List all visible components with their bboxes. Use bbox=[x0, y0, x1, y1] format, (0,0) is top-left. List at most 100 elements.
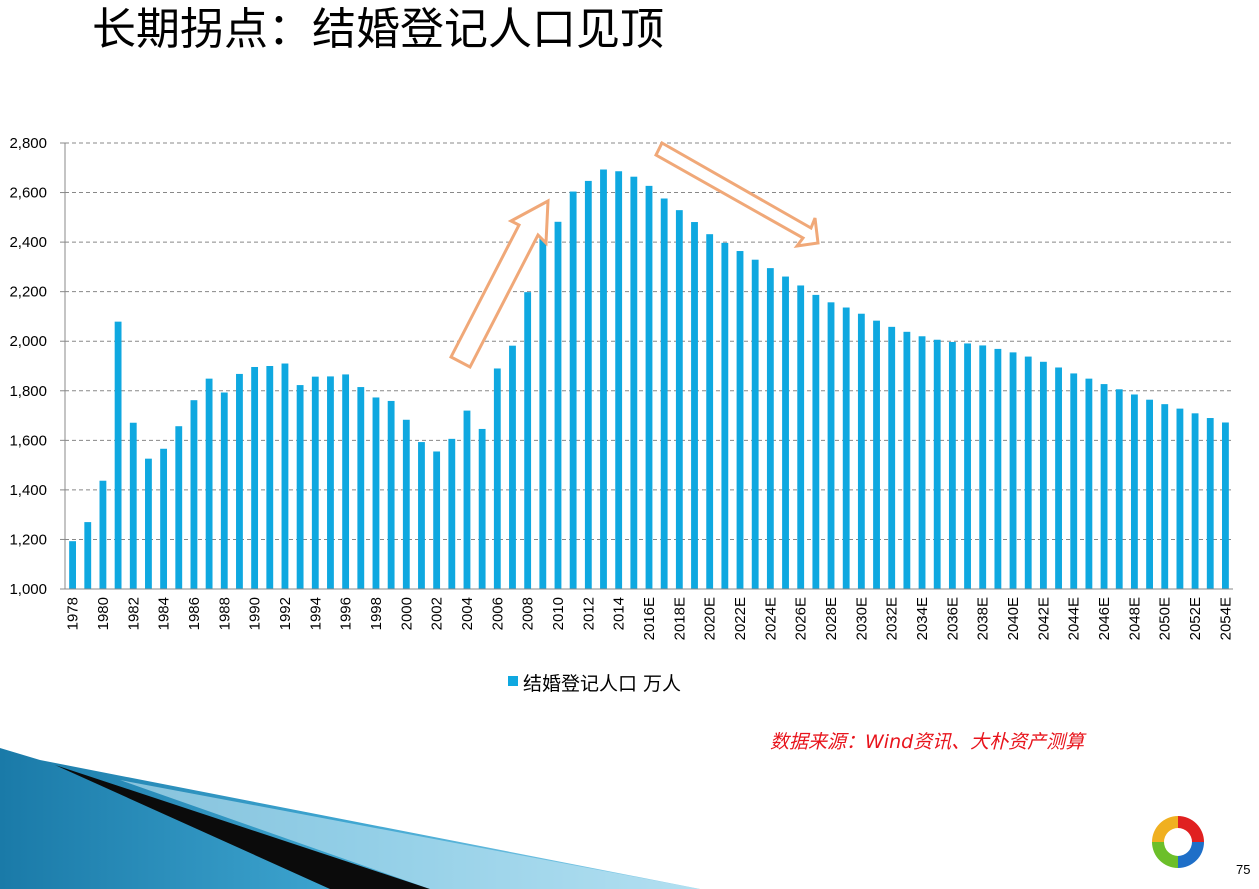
bar-2014 bbox=[615, 171, 623, 589]
bar-2003 bbox=[448, 438, 456, 589]
x-tick-label: 1992 bbox=[277, 597, 294, 630]
x-tick-label: 2042E bbox=[1035, 597, 1052, 640]
x-tick-label: 2038E bbox=[975, 597, 992, 640]
x-tick-label: 2052E bbox=[1187, 597, 1204, 640]
y-tick-label: 2,000 bbox=[9, 333, 47, 350]
company-logo bbox=[1152, 816, 1204, 868]
bar-2007 bbox=[509, 345, 516, 589]
data-source-note: 数据来源：Wind资讯、大朴资产测算 bbox=[770, 731, 1085, 753]
y-tick-label: 2,800 bbox=[9, 135, 47, 152]
bar-1981 bbox=[114, 321, 122, 589]
bar-2004 bbox=[463, 410, 471, 589]
x-tick-label: 1978 bbox=[65, 597, 82, 630]
x-tick-label: 1982 bbox=[125, 597, 142, 630]
bar-2006 bbox=[493, 368, 501, 589]
bar-2032E bbox=[888, 326, 896, 589]
y-tick-label: 1,600 bbox=[9, 432, 47, 449]
x-tick-label: 1980 bbox=[95, 597, 112, 630]
x-tick-label: 2054E bbox=[1217, 597, 1234, 640]
bar-1983 bbox=[145, 458, 152, 589]
bar-2030E bbox=[857, 313, 865, 589]
x-tick-label: 2050E bbox=[1157, 597, 1174, 640]
x-tick-label: 2022E bbox=[732, 597, 749, 640]
bar-2038E bbox=[979, 345, 987, 589]
bar-1995 bbox=[327, 376, 334, 589]
bar-2022E bbox=[736, 251, 744, 589]
x-tick-label: 2040E bbox=[1005, 597, 1022, 640]
y-axis-tick-labels: 1,000 1,200 1,400 1,600 1,800 2,000 2,200 2,400… bbox=[9, 135, 65, 598]
swoosh-light bbox=[120, 780, 700, 889]
bar-2041E bbox=[1024, 356, 1032, 589]
bar-2036E bbox=[948, 341, 956, 589]
x-tick-label: 2000 bbox=[398, 597, 415, 630]
y-tick-label: 1,000 bbox=[9, 581, 47, 598]
bar-2043E bbox=[1055, 367, 1062, 589]
bar-2000 bbox=[402, 419, 410, 589]
bar-1982 bbox=[129, 422, 137, 589]
bar-2029E bbox=[842, 307, 850, 589]
x-tick-label: 2030E bbox=[853, 597, 870, 640]
bar-2008 bbox=[524, 292, 532, 589]
bar-2053E bbox=[1206, 418, 1214, 589]
bar-1992 bbox=[281, 363, 289, 589]
y-tick-label: 2,200 bbox=[9, 284, 47, 301]
bar-1993 bbox=[296, 385, 304, 589]
bar-2035E bbox=[933, 339, 941, 589]
bar-2009 bbox=[539, 236, 547, 589]
bar-2026E bbox=[797, 285, 805, 589]
bar-1998 bbox=[372, 397, 380, 589]
x-tick-label: 1990 bbox=[247, 597, 264, 630]
bar-1978 bbox=[69, 541, 76, 589]
swoosh-black bbox=[55, 765, 430, 889]
x-tick-label: 2012 bbox=[580, 597, 597, 630]
bar-1987 bbox=[205, 378, 213, 589]
page-number: 75 bbox=[1236, 862, 1251, 877]
bar-1989 bbox=[236, 373, 243, 589]
bar-2033E bbox=[903, 331, 911, 589]
bar-2019E bbox=[691, 222, 698, 590]
x-tick-label: 2018E bbox=[671, 597, 688, 640]
bar-2054E bbox=[1222, 422, 1229, 589]
x-tick-label: 2046E bbox=[1096, 597, 1113, 640]
bar-2002 bbox=[433, 451, 441, 589]
bar-2021E bbox=[721, 242, 729, 589]
bar-2042E bbox=[1039, 361, 1047, 589]
bar-1999 bbox=[387, 400, 395, 589]
x-tick-label: 2006 bbox=[489, 597, 506, 630]
bar-2001 bbox=[418, 442, 425, 589]
bar-2010 bbox=[554, 221, 562, 590]
bar-2025E bbox=[782, 276, 789, 589]
bar-2046E bbox=[1100, 384, 1108, 589]
x-tick-label: 2044E bbox=[1066, 597, 1083, 640]
x-tick-label: 2036E bbox=[944, 597, 961, 640]
bar-2039E bbox=[994, 348, 1002, 589]
x-tick-label: 2024E bbox=[762, 597, 779, 640]
bar-2047E bbox=[1115, 389, 1123, 589]
legend: 结婚登记人口 万人 bbox=[508, 673, 681, 695]
bar-2052E bbox=[1191, 413, 1199, 589]
x-axis-tick-labels: 1978 1980 1982 1984 1986 1988 1990 1992 1994 1996… bbox=[65, 597, 1235, 640]
x-tick-label: 2014 bbox=[611, 597, 628, 630]
y-tick-label: 1,800 bbox=[9, 383, 47, 400]
bar-2027E bbox=[812, 294, 820, 589]
x-tick-label: 2016E bbox=[641, 597, 658, 640]
bar-2011 bbox=[569, 191, 577, 589]
bar-1984 bbox=[160, 448, 168, 589]
swoosh-blue bbox=[0, 748, 700, 889]
bar-2040E bbox=[1009, 352, 1017, 589]
x-tick-label: 1998 bbox=[368, 597, 385, 630]
legend-swatch bbox=[508, 676, 518, 686]
x-tick-label: 2026E bbox=[793, 597, 810, 640]
bar-2048E bbox=[1130, 394, 1138, 589]
x-tick-label: 2010 bbox=[550, 597, 567, 630]
x-tick-label: 2002 bbox=[429, 597, 446, 630]
bar-1994 bbox=[311, 376, 319, 589]
x-tick-label: 2048E bbox=[1126, 597, 1143, 640]
x-tick-label: 1986 bbox=[186, 597, 203, 630]
x-tick-label: 2020E bbox=[702, 597, 719, 640]
x-tick-label: 1988 bbox=[216, 597, 233, 630]
x-tick-label: 1994 bbox=[307, 597, 324, 630]
bar-2034E bbox=[918, 336, 926, 589]
x-tick-label: 1984 bbox=[156, 597, 173, 630]
